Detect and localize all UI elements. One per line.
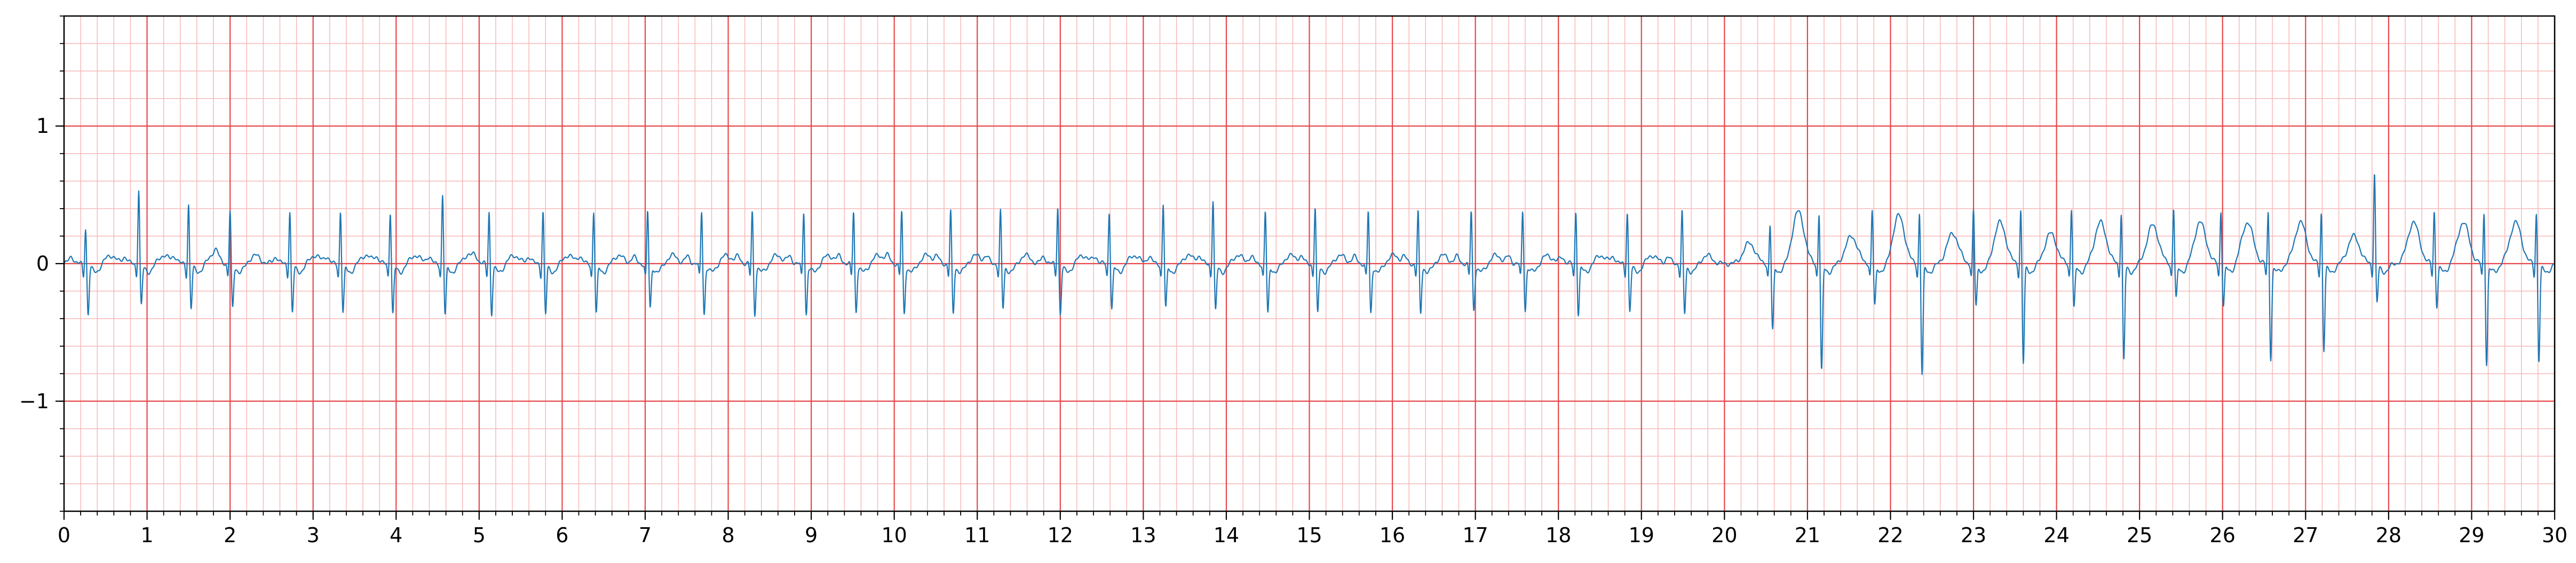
x-tick-label: 14	[1214, 524, 1239, 547]
x-tick-label: 28	[2376, 524, 2401, 547]
x-tick-label: 24	[2043, 524, 2069, 547]
x-tick-label: 27	[2293, 524, 2318, 547]
x-tick-label: 29	[2459, 524, 2484, 547]
x-tick-label: 22	[1877, 524, 1903, 547]
x-tick-label: 12	[1048, 524, 1073, 547]
y-tick-label: 1	[36, 114, 49, 138]
x-tick-label: 16	[1380, 524, 1405, 547]
x-tick-label: 5	[473, 524, 486, 547]
x-tick-label: 2	[224, 524, 236, 547]
x-tick-label: 8	[722, 524, 734, 547]
x-tick-label: 1	[140, 524, 153, 547]
x-tick-label: 25	[2127, 524, 2152, 547]
y-tick-label: −1	[19, 390, 49, 413]
y-tick-label: 0	[36, 252, 49, 275]
x-tick-label: 23	[1961, 524, 1986, 547]
x-tick-label: 9	[805, 524, 818, 547]
x-tick-label: 13	[1130, 524, 1156, 547]
x-tick-label: 4	[390, 524, 402, 547]
x-tick-label: 21	[1795, 524, 1820, 547]
x-tick-label: 19	[1629, 524, 1654, 547]
x-tick-label: 26	[2210, 524, 2236, 547]
x-tick-label: 7	[639, 524, 652, 547]
x-tick-label: 17	[1462, 524, 1488, 547]
x-tick-label: 20	[1711, 524, 1737, 547]
x-axis-ticks: 0 1 2 3 4 5 6 7 8 9 10 11 12 13 14 15 16 17 18 19 20 21 22 23 24…	[58, 511, 2567, 547]
x-tick-label: 10	[881, 524, 907, 547]
x-tick-label: 3	[307, 524, 320, 547]
x-tick-label: 11	[964, 524, 990, 547]
ecg-series-line	[63, 174, 2555, 375]
x-tick-label: 18	[1545, 524, 1571, 547]
x-tick-label: 15	[1296, 524, 1322, 547]
y-axis-ticks: −1 0 1	[19, 15, 64, 512]
x-tick-label: 6	[556, 524, 568, 547]
x-tick-label: 30	[2542, 524, 2567, 547]
x-tick-label: 0	[58, 524, 70, 547]
